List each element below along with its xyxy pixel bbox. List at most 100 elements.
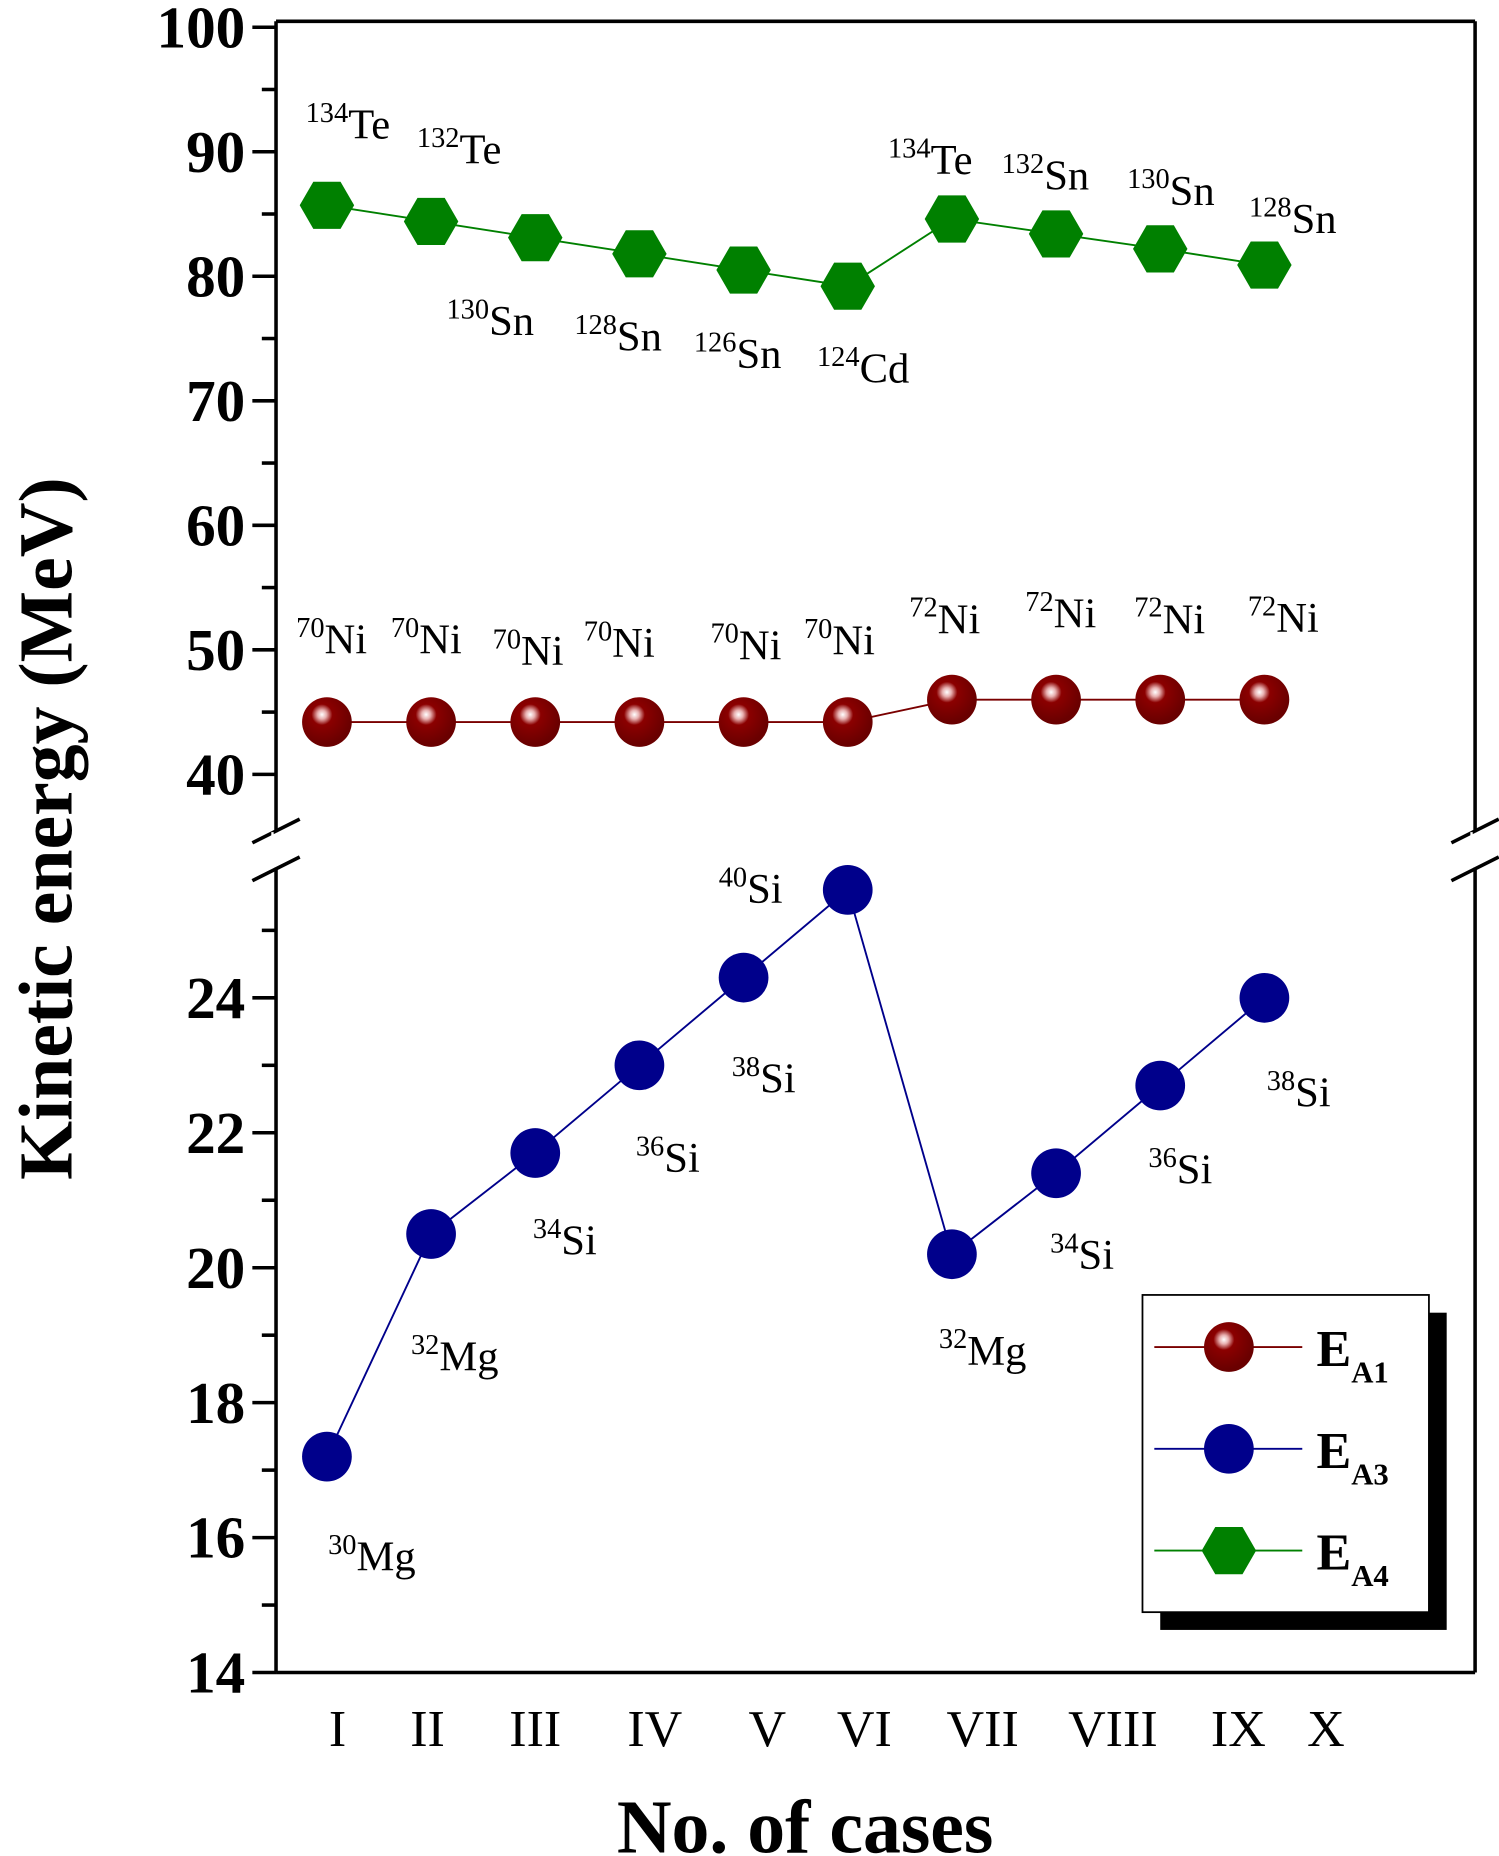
data-point: [406, 697, 456, 747]
data-point: [924, 195, 980, 243]
data-point: [716, 246, 771, 294]
isotope-label: 134Te: [306, 98, 391, 149]
y-tick-label: 24: [186, 965, 245, 1031]
legend-label: EA3: [1316, 1423, 1388, 1492]
isotope-label: 128Sn: [574, 310, 662, 361]
y-tick-label: 22: [186, 1100, 245, 1166]
y-tick-label: 40: [186, 741, 245, 807]
isotope-label: 38Si: [732, 1052, 796, 1103]
data-point: [403, 197, 459, 246]
y-tick-label: 16: [186, 1505, 245, 1571]
series-layer: [299, 181, 1292, 1482]
isotope-label: 36Si: [1148, 1143, 1212, 1194]
series-line: [326, 698, 1265, 724]
axis-break-mark: [251, 855, 301, 883]
legend-label: EA1: [1316, 1321, 1388, 1390]
axis-break-mark: [1450, 817, 1499, 845]
x-tick-label: X: [1307, 1701, 1345, 1758]
axis-break-mark: [1450, 855, 1499, 883]
x-tick-label: IV: [627, 1701, 682, 1758]
y-tick-label: 90: [186, 119, 245, 185]
data-point: [299, 181, 355, 229]
series-a4: [299, 181, 1292, 310]
data-point: [718, 952, 769, 1003]
legend-marker: [1204, 1322, 1254, 1372]
legend-marker: [1204, 1423, 1254, 1474]
isotope-label: 132Sn: [1002, 149, 1090, 200]
y-tick-label: 18: [186, 1370, 245, 1436]
x-tick-label: I: [329, 1701, 346, 1758]
plot-frame: [251, 19, 1499, 1675]
y-tick-label: 80: [186, 243, 245, 309]
isotope-label: 72Ni: [1025, 587, 1096, 638]
x-tick-label: IX: [1211, 1701, 1266, 1758]
data-point: [302, 1431, 352, 1482]
isotope-label: 72Ni: [1248, 592, 1319, 643]
y-tick-label: 70: [186, 368, 245, 434]
data-point: [1239, 972, 1290, 1023]
isotope-label: 126Sn: [694, 328, 782, 379]
data-point: [614, 697, 665, 747]
axis-break-mark: [251, 817, 301, 845]
x-tick-label: III: [509, 1701, 561, 1758]
y-tick-label: 20: [186, 1235, 245, 1301]
x-axis-title: No. of cases: [617, 1785, 994, 1856]
isotope-label: 124Cd: [817, 342, 909, 393]
data-point: [820, 262, 875, 310]
series-line: [326, 888, 1266, 1458]
isotope-label: 130Sn: [446, 294, 534, 345]
data-point: [927, 1229, 977, 1280]
y-tick-label: 60: [186, 492, 245, 558]
x-tick-label: VII: [947, 1701, 1019, 1758]
data-point: [718, 697, 769, 747]
data-point: [510, 1128, 561, 1178]
data-point: [1135, 1060, 1186, 1111]
y-axis-title: Kinetic energy (MeV): [4, 477, 88, 1180]
isotope-label: 70Ni: [710, 619, 781, 670]
isotope-label: 70Ni: [804, 614, 875, 665]
data-point: [1237, 241, 1292, 289]
data-point: [1031, 1148, 1081, 1199]
data-point: [1239, 674, 1290, 725]
data-point: [927, 674, 977, 725]
series-a1: [302, 674, 1290, 747]
series-a3: [302, 865, 1290, 1482]
isotope-label: 132Te: [417, 123, 502, 174]
isotope-label: 30Mg: [328, 1530, 416, 1581]
legend: EA1 EA3 EA4: [1141, 1294, 1447, 1630]
legend-label: EA4: [1316, 1525, 1388, 1594]
data-point: [1031, 674, 1081, 725]
isotope-label: 32Mg: [411, 1330, 499, 1381]
isotope-label: 72Ni: [909, 593, 980, 644]
data-point: [406, 1209, 456, 1259]
x-tick-label: VI: [837, 1701, 892, 1758]
isotope-label: 40Si: [719, 863, 783, 914]
y-tick-label: 100: [156, 0, 245, 60]
data-point: [822, 865, 873, 915]
isotope-label: 34Si: [533, 1214, 597, 1265]
data-point: [822, 697, 873, 747]
series-line: [326, 204, 1265, 288]
data-point: [510, 697, 561, 747]
isotope-label: 70Ni: [391, 613, 462, 664]
isotope-label: 70Ni: [296, 613, 367, 664]
legend-marker: [1201, 1527, 1257, 1575]
isotope-label: 130Sn: [1127, 164, 1215, 215]
data-point: [612, 230, 667, 278]
data-point: [302, 697, 352, 747]
y-tick-label: 50: [186, 617, 245, 683]
data-point: [508, 214, 563, 262]
isotope-label: 72Ni: [1134, 593, 1205, 644]
isotope-label: 36Si: [636, 1131, 700, 1182]
x-tick-label: V: [748, 1701, 786, 1758]
isotope-label: 70Ni: [584, 616, 655, 667]
x-tick-label: VIII: [1068, 1701, 1158, 1758]
isotope-label: 32Mg: [939, 1324, 1027, 1375]
isotope-label: 128Sn: [1249, 193, 1337, 244]
isotope-label: 34Si: [1050, 1228, 1114, 1279]
isotope-label: 38Si: [1267, 1066, 1331, 1117]
data-point: [1028, 210, 1084, 258]
y-tick-label: 14: [186, 1640, 245, 1706]
